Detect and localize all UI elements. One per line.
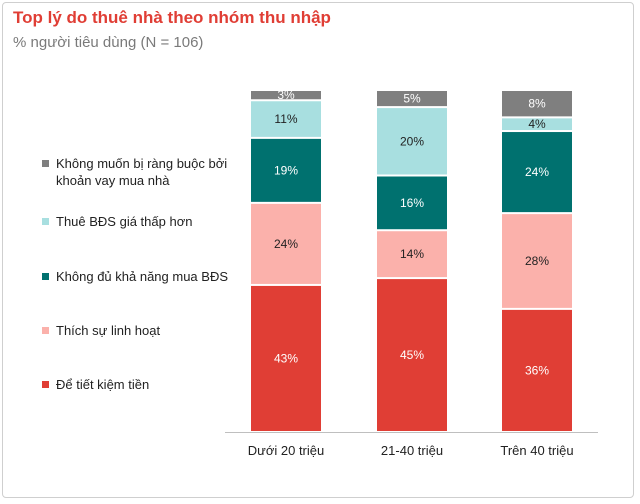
legend-swatch bbox=[42, 160, 49, 167]
data-label: 24% bbox=[274, 237, 298, 251]
bar-segment bbox=[251, 285, 321, 431]
data-label: 19% bbox=[274, 163, 298, 177]
legend-label: Không đủ khả năng mua BĐS bbox=[56, 269, 229, 284]
bar-segment bbox=[251, 91, 321, 100]
bar-segment bbox=[502, 214, 572, 308]
data-label: 8% bbox=[528, 97, 546, 111]
legend-swatch bbox=[42, 218, 49, 225]
data-label: 16% bbox=[400, 196, 424, 210]
bar-segment bbox=[251, 203, 321, 284]
bar-segment bbox=[377, 279, 447, 431]
data-label: 20% bbox=[400, 134, 424, 148]
bar-segment bbox=[502, 309, 572, 431]
legend-label: Thích sự linh hoạt bbox=[56, 323, 161, 338]
category-label: Trên 40 triệu bbox=[500, 443, 573, 458]
bar-segment bbox=[377, 91, 447, 107]
bar-segment bbox=[251, 101, 321, 137]
data-label: 11% bbox=[274, 112, 297, 126]
bar-segment bbox=[251, 138, 321, 202]
data-label: 28% bbox=[525, 254, 549, 268]
bar-segment bbox=[377, 231, 447, 278]
legend-swatch bbox=[42, 327, 49, 334]
category-label: 21-40 triệu bbox=[381, 443, 443, 458]
data-label: 43% bbox=[274, 351, 298, 365]
chart-frame bbox=[2, 2, 634, 498]
data-label: 4% bbox=[528, 117, 546, 131]
category-label: Dưới 20 triệu bbox=[248, 443, 324, 458]
legend-label: Thuê BĐS giá thấp hơn bbox=[56, 214, 193, 229]
legend-label: Để tiết kiệm tiền bbox=[56, 377, 150, 392]
bar-segment bbox=[377, 176, 447, 230]
bar-segment bbox=[502, 91, 572, 117]
bar-segment bbox=[502, 118, 572, 131]
bar-segment bbox=[502, 132, 572, 213]
data-label: 24% bbox=[525, 165, 549, 179]
data-label: 5% bbox=[403, 92, 421, 106]
chart-title: Top lý do thuê nhà theo nhóm thu nhập bbox=[13, 8, 331, 27]
data-label: 14% bbox=[400, 247, 424, 261]
legend-label: Không muốn bị ràng buộc bởi khoản vay mu… bbox=[56, 156, 228, 188]
bar-segment bbox=[377, 108, 447, 175]
data-label: 36% bbox=[525, 363, 549, 377]
chart-subtitle: % người tiêu dùng (N = 106) bbox=[13, 34, 204, 51]
legend-swatch bbox=[42, 273, 49, 280]
legend-swatch bbox=[42, 381, 49, 388]
data-label: 45% bbox=[400, 348, 424, 362]
data-label: 3% bbox=[277, 88, 295, 102]
